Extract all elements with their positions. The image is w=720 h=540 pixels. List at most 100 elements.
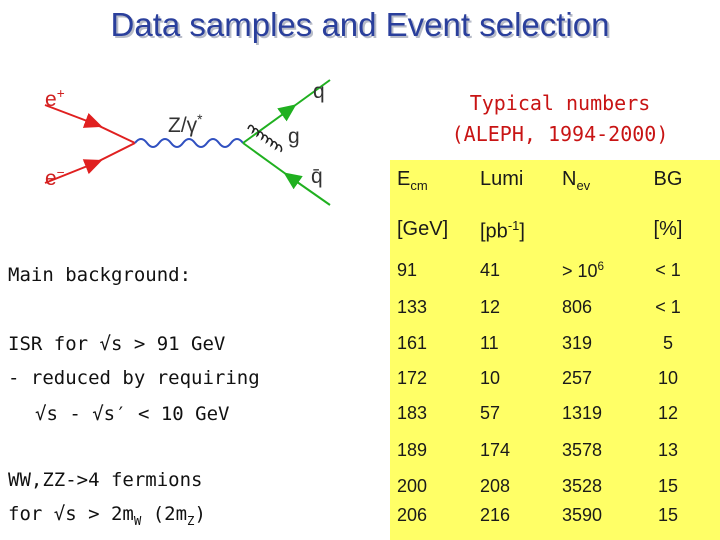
table-background: [390, 160, 720, 540]
slide-title: Data samples and Event selection: [110, 6, 610, 43]
text-run: e: [45, 88, 57, 111]
text-run: Z/γ: [168, 114, 198, 137]
superscript: *: [197, 112, 203, 127]
table-cell: 12: [480, 297, 501, 317]
text-run: [%]: [653, 218, 683, 240]
table-cell: > 106: [562, 260, 604, 282]
table-cell: 3528: [562, 476, 603, 496]
positron-line: [44, 104, 103, 128]
superscript: -1: [507, 218, 520, 233]
table-header: [GeV]: [397, 218, 448, 241]
table-header: BG: [638, 168, 698, 191]
text-run: g: [288, 125, 300, 148]
table-header: Lumi: [480, 168, 523, 191]
note-line: - reduced by requiring: [8, 367, 260, 389]
table-cell: 189: [397, 440, 428, 460]
subscript: W: [133, 513, 142, 528]
table-cell: 10: [657, 368, 679, 388]
text-run: ]: [519, 220, 525, 243]
table-cell: 10: [480, 368, 501, 388]
diagram-label: Z/γ*: [168, 112, 202, 138]
positron-line: [94, 123, 136, 144]
note-line: √s - √s′ < 10 GeV: [35, 403, 229, 425]
quark-line: [242, 104, 297, 144]
table-cell: < 1: [655, 297, 681, 317]
subscript: cm: [410, 178, 428, 193]
note-line: WW,ZZ->4 fermions: [8, 469, 202, 491]
table-cell: 257: [562, 368, 593, 388]
text-run: ): [194, 503, 206, 525]
superscript: +: [56, 86, 65, 101]
text-run: WW,ZZ->4 fermions: [8, 469, 203, 491]
table-cell: 13: [657, 440, 679, 460]
text-run: [GeV]: [397, 218, 449, 240]
table-cell: 216: [480, 505, 511, 525]
table-cell: 172: [397, 368, 428, 388]
gluon-line: [247, 124, 283, 153]
diagram-label: e+: [45, 86, 65, 112]
diagram-label: g: [288, 125, 300, 149]
text-run: - reduced by requiring: [8, 367, 260, 389]
diagram-label: q: [313, 80, 325, 104]
table-cell: 1319: [562, 403, 603, 423]
text-run: ISR for √s > 91 GeV: [8, 333, 226, 355]
text-run: (2m: [141, 503, 188, 525]
quark-line: [289, 79, 331, 110]
antiquark-line: [242, 142, 291, 178]
table-cell: 174: [480, 440, 511, 460]
text-run: [pb: [480, 220, 508, 243]
table-cell: 208: [480, 476, 511, 496]
table-cell: 161: [397, 333, 428, 353]
text-run: q: [313, 80, 325, 103]
table-header: [%]: [638, 218, 698, 241]
text-run: √s - √s′ < 10 GeV: [35, 403, 230, 425]
feynman-diagram: [44, 79, 331, 206]
antiquark-line: [283, 172, 331, 206]
note-line: ISR for √s > 91 GeV: [8, 333, 225, 355]
diagram-label: e−: [45, 165, 65, 191]
table-cell: 15: [657, 476, 679, 496]
boson-line: [134, 138, 244, 148]
subscript: Z: [187, 513, 195, 528]
table-cell: 806: [562, 297, 593, 317]
text-run: E: [397, 168, 411, 190]
note-line: Main background:: [8, 264, 191, 286]
table-cell: 15: [657, 505, 679, 525]
table-cell: 91: [397, 260, 418, 280]
typical-numbers: Typical numbers (ALEPH, 1994-2000): [420, 88, 700, 150]
caption-line: Typical numbers: [469, 91, 651, 115]
superscript: −: [56, 165, 65, 180]
text-run: q̄: [311, 165, 323, 188]
note-line: for √s > 2mW (2mZ): [8, 503, 206, 528]
text-run: Lumi: [480, 168, 524, 190]
table-cell: 41: [480, 260, 501, 280]
table-cell: 3590: [562, 505, 603, 525]
table-cell: 5: [662, 333, 673, 353]
table-header: Nev: [562, 168, 590, 193]
superscript: 6: [597, 260, 605, 273]
electron-line: [94, 142, 136, 164]
table-cell: < 1: [655, 260, 681, 280]
table-cell: 319: [562, 333, 593, 353]
caption-line: (ALEPH, 1994-2000): [451, 122, 669, 146]
table-cell: 11: [480, 333, 499, 353]
text-run: Main background:: [8, 264, 192, 286]
table-header: Ecm: [397, 168, 428, 193]
table-cell: 3578: [562, 440, 603, 460]
text-run: for √s > 2m: [8, 503, 134, 525]
text-run: e: [45, 167, 57, 190]
table-header: [pb-1]: [480, 218, 525, 244]
table-cell: 206: [397, 505, 428, 525]
table-cell: 12: [657, 403, 679, 423]
table-cell: 133: [397, 297, 428, 317]
table-cell: 183: [397, 403, 428, 423]
text-run: > 10: [562, 261, 598, 281]
table-cell: 57: [480, 403, 501, 423]
table-cell: 200: [397, 476, 428, 496]
subscript: ev: [576, 178, 591, 193]
text-run: N: [562, 168, 577, 190]
diagram-label: q̄: [311, 165, 323, 189]
electron-line: [44, 159, 103, 184]
text-run: BG: [653, 168, 683, 190]
